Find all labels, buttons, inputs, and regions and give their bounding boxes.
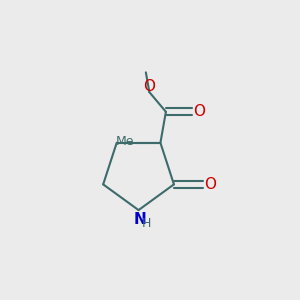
- Text: Me: Me: [115, 135, 134, 148]
- Text: O: O: [193, 104, 205, 119]
- Text: H: H: [142, 217, 151, 230]
- Text: N: N: [134, 212, 146, 227]
- Text: O: O: [204, 177, 216, 192]
- Text: O: O: [143, 80, 155, 94]
